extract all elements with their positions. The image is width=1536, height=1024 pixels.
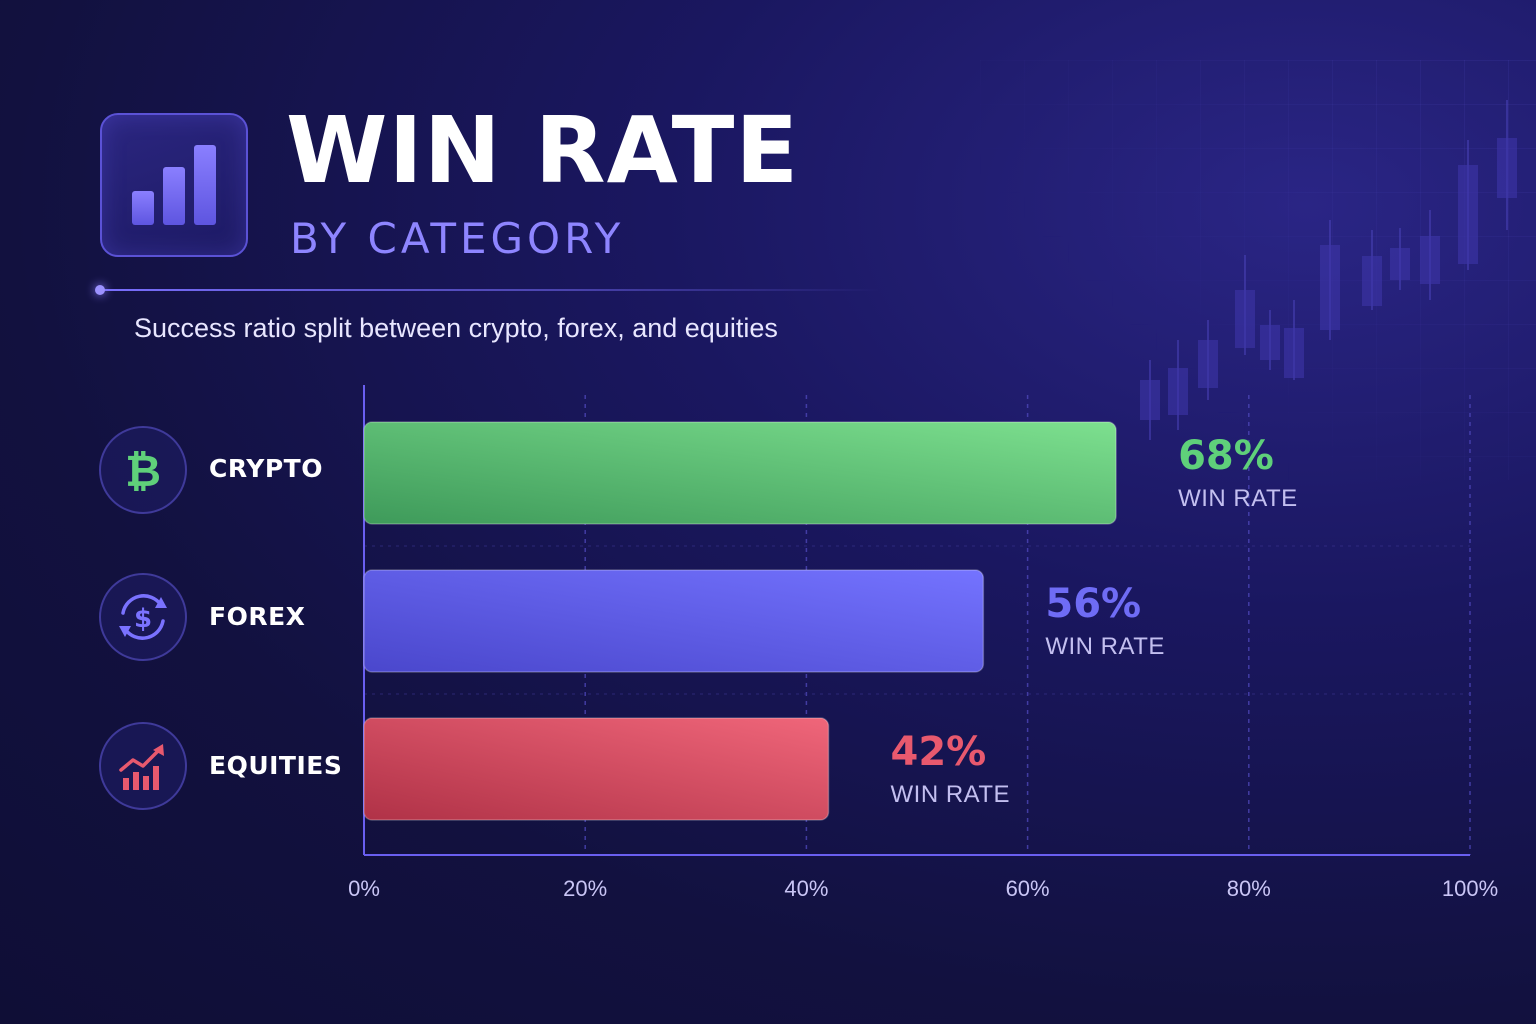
x-tick-label: 100% — [1442, 876, 1498, 901]
x-tick-label: 80% — [1227, 876, 1271, 901]
background-grid — [980, 60, 1536, 480]
page-description: Success ratio split between crypto, fore… — [134, 313, 778, 343]
candle-body — [1390, 248, 1410, 280]
candle-body — [1320, 245, 1340, 330]
candle-body — [1362, 256, 1382, 306]
bar-outline — [363, 717, 830, 821]
candle-body — [1140, 380, 1160, 420]
x-tick-label: 60% — [1006, 876, 1050, 901]
candle-body — [1420, 236, 1440, 284]
svg-text:₿: ₿ — [125, 446, 161, 497]
x-tick-label: 20% — [563, 876, 607, 901]
title-divider — [100, 289, 880, 291]
candle-body — [1168, 368, 1188, 415]
page-subtitle: BY CATEGORY — [290, 214, 625, 263]
candle-body — [1198, 340, 1218, 388]
page-title: WIN RATE — [286, 97, 800, 204]
candle-body — [1260, 325, 1280, 360]
candle-body — [1497, 138, 1517, 198]
bar-chart-logo-icon — [100, 113, 248, 257]
x-tick-label: 40% — [784, 876, 828, 901]
svg-text:$: $ — [134, 604, 152, 634]
candle-body — [1458, 165, 1478, 264]
stock-growth-icon — [99, 722, 187, 810]
bar-outline — [363, 421, 1117, 525]
bar-forex — [364, 570, 984, 672]
bar-outline — [363, 569, 985, 673]
value-caption: WIN RATE — [1045, 633, 1165, 660]
category-label-equities: EQUITIES — [209, 751, 343, 780]
category-label-crypto: CRYPTO — [209, 454, 323, 483]
divider-dot — [95, 285, 105, 295]
x-tick-label: 0% — [348, 876, 380, 901]
currency-exchange-icon: $ — [99, 573, 187, 661]
value-label-forex: 56% — [1045, 581, 1141, 627]
value-caption: WIN RATE — [891, 781, 1011, 808]
bar-equities — [364, 718, 829, 820]
bitcoin-icon: ₿ — [99, 426, 187, 514]
category-label-forex: FOREX — [209, 602, 306, 631]
candle-body — [1235, 290, 1255, 348]
value-caption: WIN RATE — [1178, 485, 1298, 512]
value-label-equities: 42% — [891, 729, 987, 775]
bar-crypto — [364, 422, 1117, 524]
value-label-crypto: 68% — [1178, 433, 1274, 479]
candle-body — [1284, 328, 1304, 378]
